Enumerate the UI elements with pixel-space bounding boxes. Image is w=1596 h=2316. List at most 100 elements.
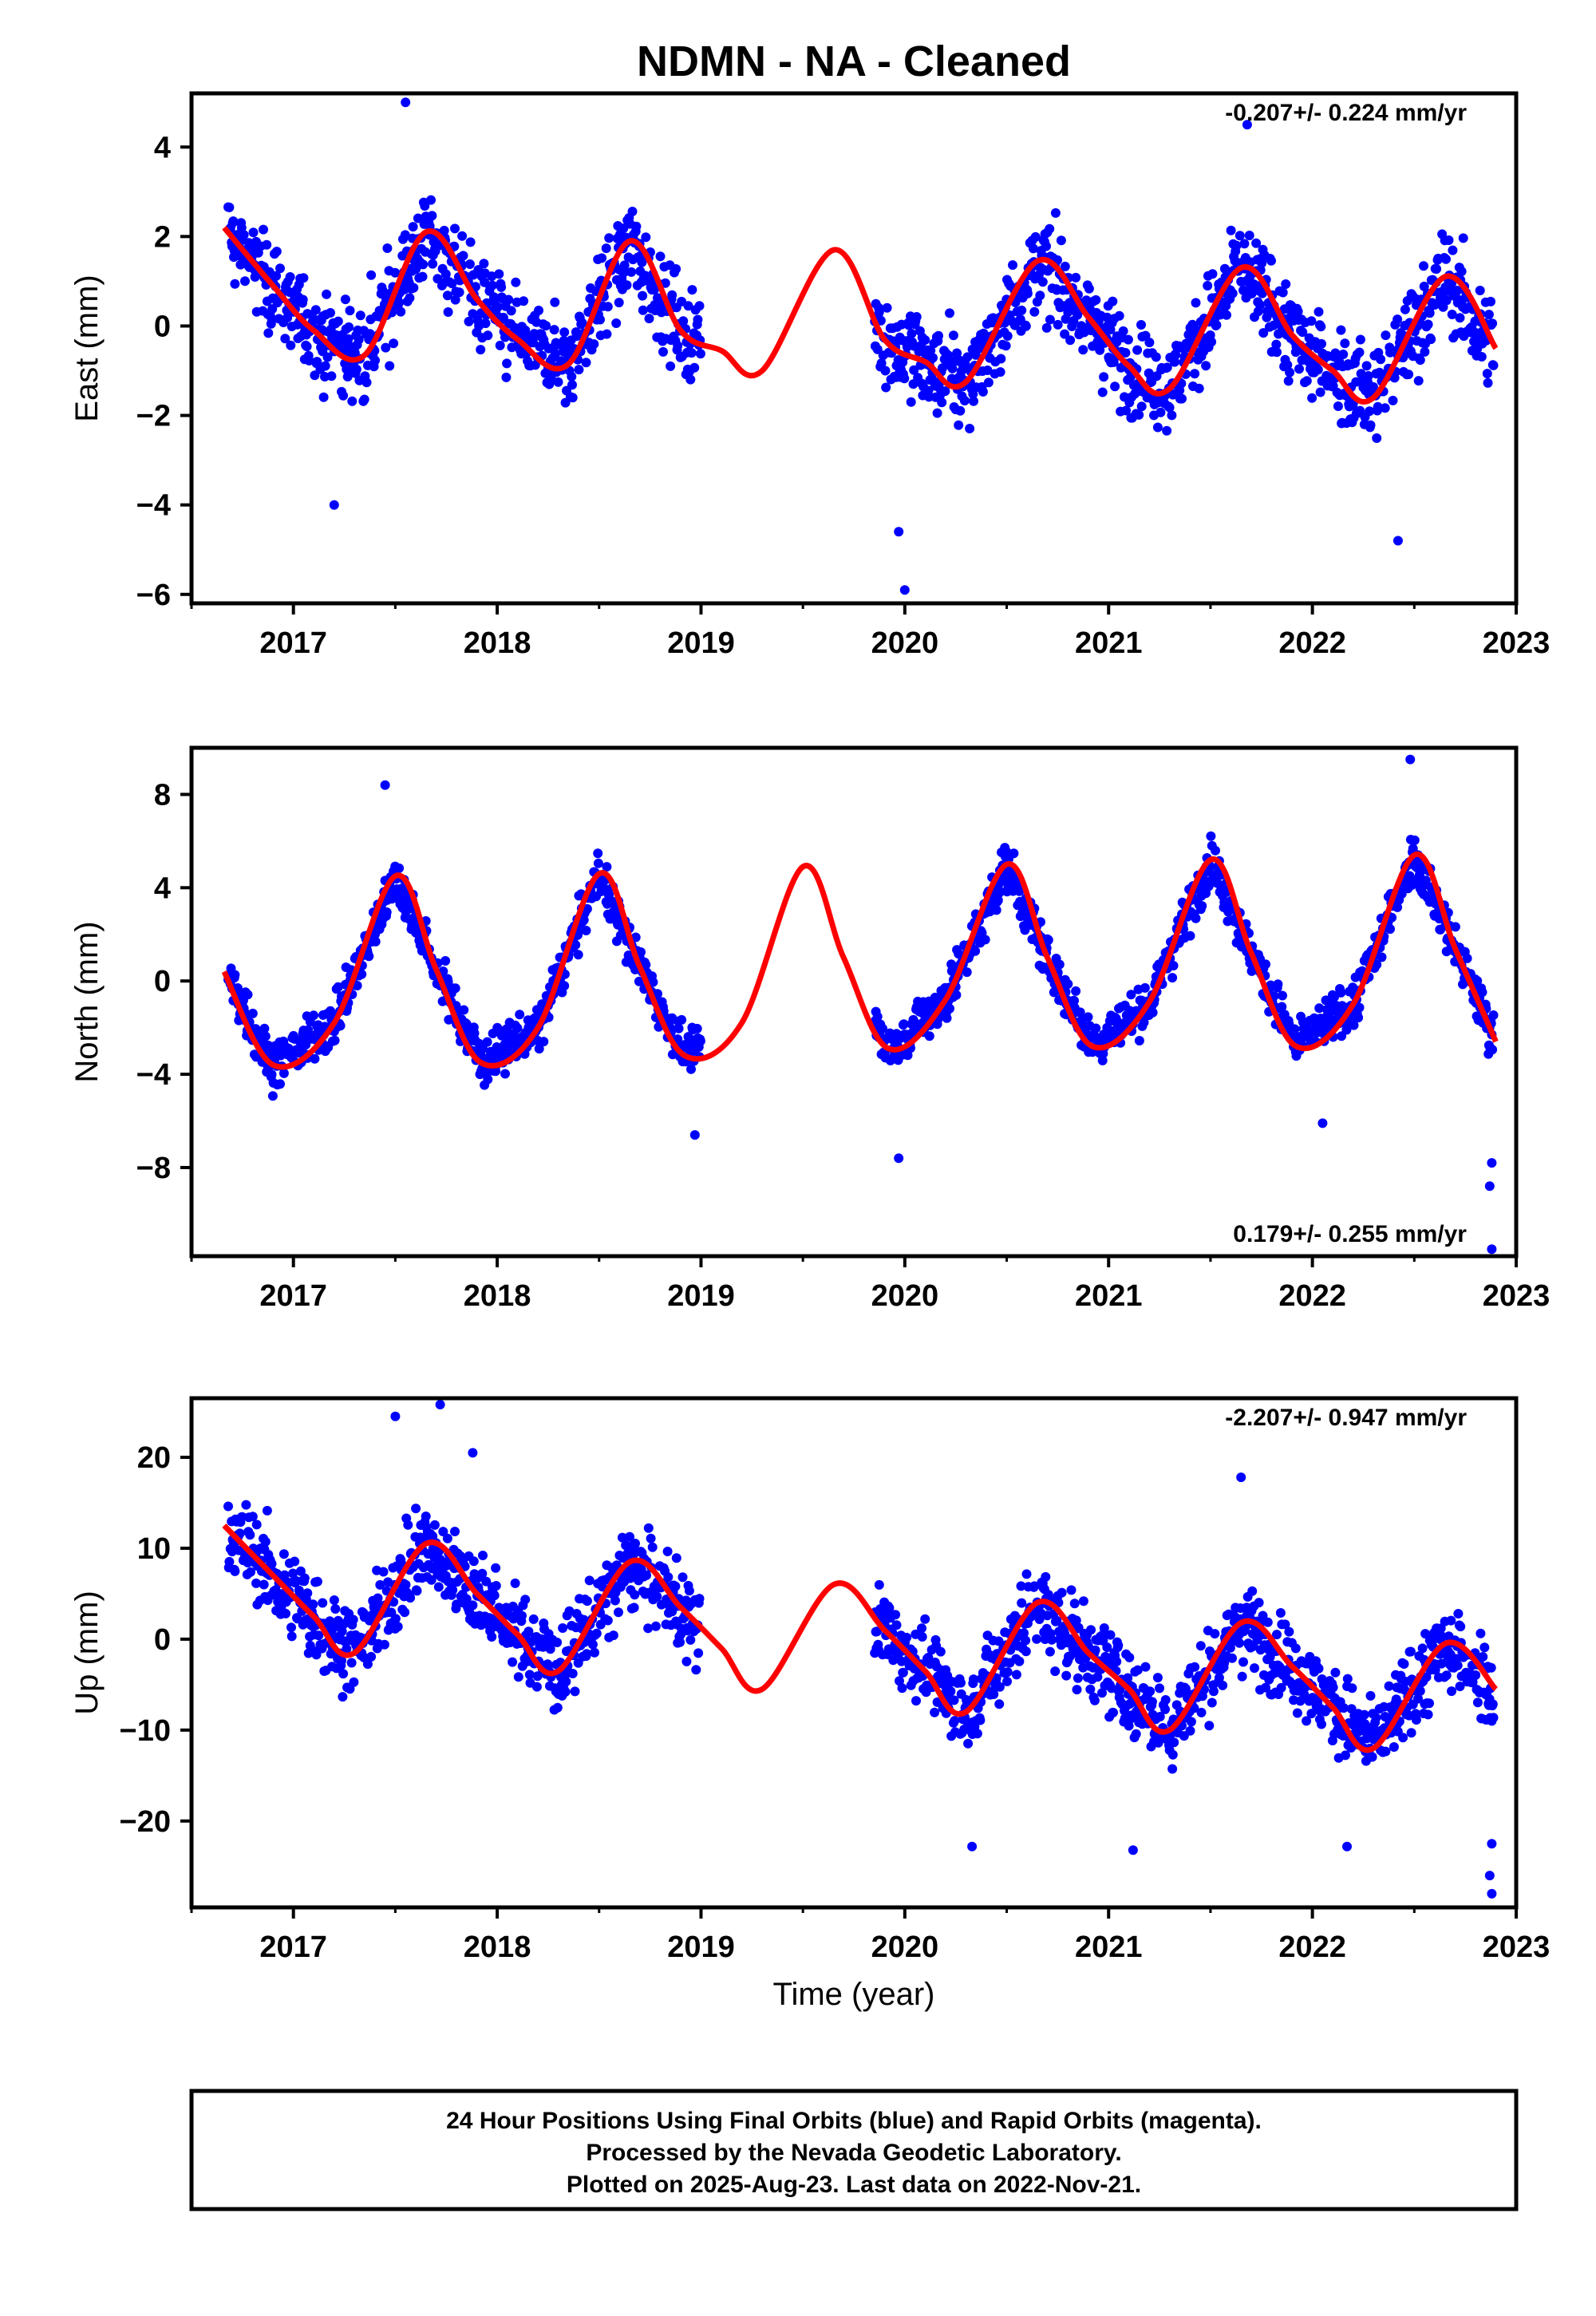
x-tick-label: 2020 [871,1279,939,1313]
data-point [686,348,697,358]
data-point [1211,845,1220,856]
data-point [312,1576,322,1587]
data-point [512,1023,523,1034]
data-point [956,1678,966,1688]
data-point [951,990,962,1000]
data-point [1314,1663,1324,1674]
data-point [674,1023,684,1034]
data-point [230,1566,240,1576]
data-point [593,858,603,868]
data-point [345,306,355,316]
data-point [1120,348,1131,358]
data-point [608,1630,618,1641]
x-tick-label: 2019 [667,1279,735,1313]
data-point [1190,369,1200,379]
data-point [650,1621,661,1631]
data-point [329,500,339,510]
data-point [561,1677,571,1687]
data-point [1293,306,1303,317]
data-point [573,950,583,960]
data-point [1406,1728,1416,1738]
data-point [348,1614,358,1625]
data-point [267,1091,278,1101]
data-point [1262,306,1273,316]
data-point [552,1702,563,1713]
data-point [352,981,362,990]
data-point [417,271,428,282]
data-point [502,358,512,369]
x-tick-label: 2021 [1075,626,1143,660]
data-point [260,1536,271,1547]
data-point [1050,207,1061,218]
data-point [911,1696,921,1706]
data-point [355,310,365,321]
data-point [1125,372,1136,382]
data-point [671,264,681,274]
data-point [582,1649,592,1659]
data-point [1086,1625,1096,1635]
data-point [881,382,891,393]
data-point [948,330,958,341]
data-point [500,1069,510,1079]
data-point [1002,331,1013,341]
data-point [351,364,361,374]
data-point [298,273,309,283]
data-point [1424,308,1435,318]
data-point [946,1686,956,1697]
data-point [280,334,290,344]
data-point [290,1556,300,1567]
data-point [491,1563,501,1573]
data-point [1167,1749,1178,1760]
data-point [1083,1012,1093,1022]
data-point [1113,1640,1124,1650]
y-tick-label: 10 [137,1532,171,1566]
data-point [1408,844,1418,854]
data-point [1453,1609,1464,1618]
data-point [443,976,453,986]
data-point [1377,952,1387,962]
data-point [619,267,629,278]
data-point [539,1037,549,1047]
data-point [872,1011,883,1022]
data-point [1399,1659,1409,1669]
data-point [1486,296,1495,306]
data-point [305,1641,315,1650]
data-point [549,325,559,335]
data-point [559,327,570,338]
data-point [1456,267,1467,277]
data-point [1186,1717,1196,1727]
y-tick-label: −10 [120,1714,171,1748]
data-point [1108,1707,1118,1717]
data-point [1066,1585,1077,1595]
data-point [292,1614,302,1624]
data-point [346,1658,357,1668]
data-point [519,296,529,306]
data-point [920,335,930,345]
east-plot-frame [189,91,1519,606]
data-point [1021,1646,1031,1657]
data-point [1271,339,1282,350]
data-point [687,285,697,295]
data-point [942,1013,952,1023]
data-point [1078,1596,1088,1607]
data-point [1441,295,1452,306]
data-point [1372,959,1382,970]
data-point [1208,1686,1219,1697]
x-tick-label: 2017 [259,626,327,660]
data-point [675,1637,685,1647]
data-point [337,1655,346,1666]
data-point [413,213,423,223]
data-point [888,1655,899,1666]
data-point [288,1568,298,1579]
data-point [382,243,393,253]
data-point [243,990,253,1000]
data-point [259,1579,269,1590]
data-point [1462,953,1472,963]
data-point [1047,1634,1057,1645]
data-point [878,1023,887,1034]
data-point [1155,1683,1164,1694]
data-point [581,926,591,935]
data-point [1207,337,1217,347]
data-point [1190,1662,1200,1672]
